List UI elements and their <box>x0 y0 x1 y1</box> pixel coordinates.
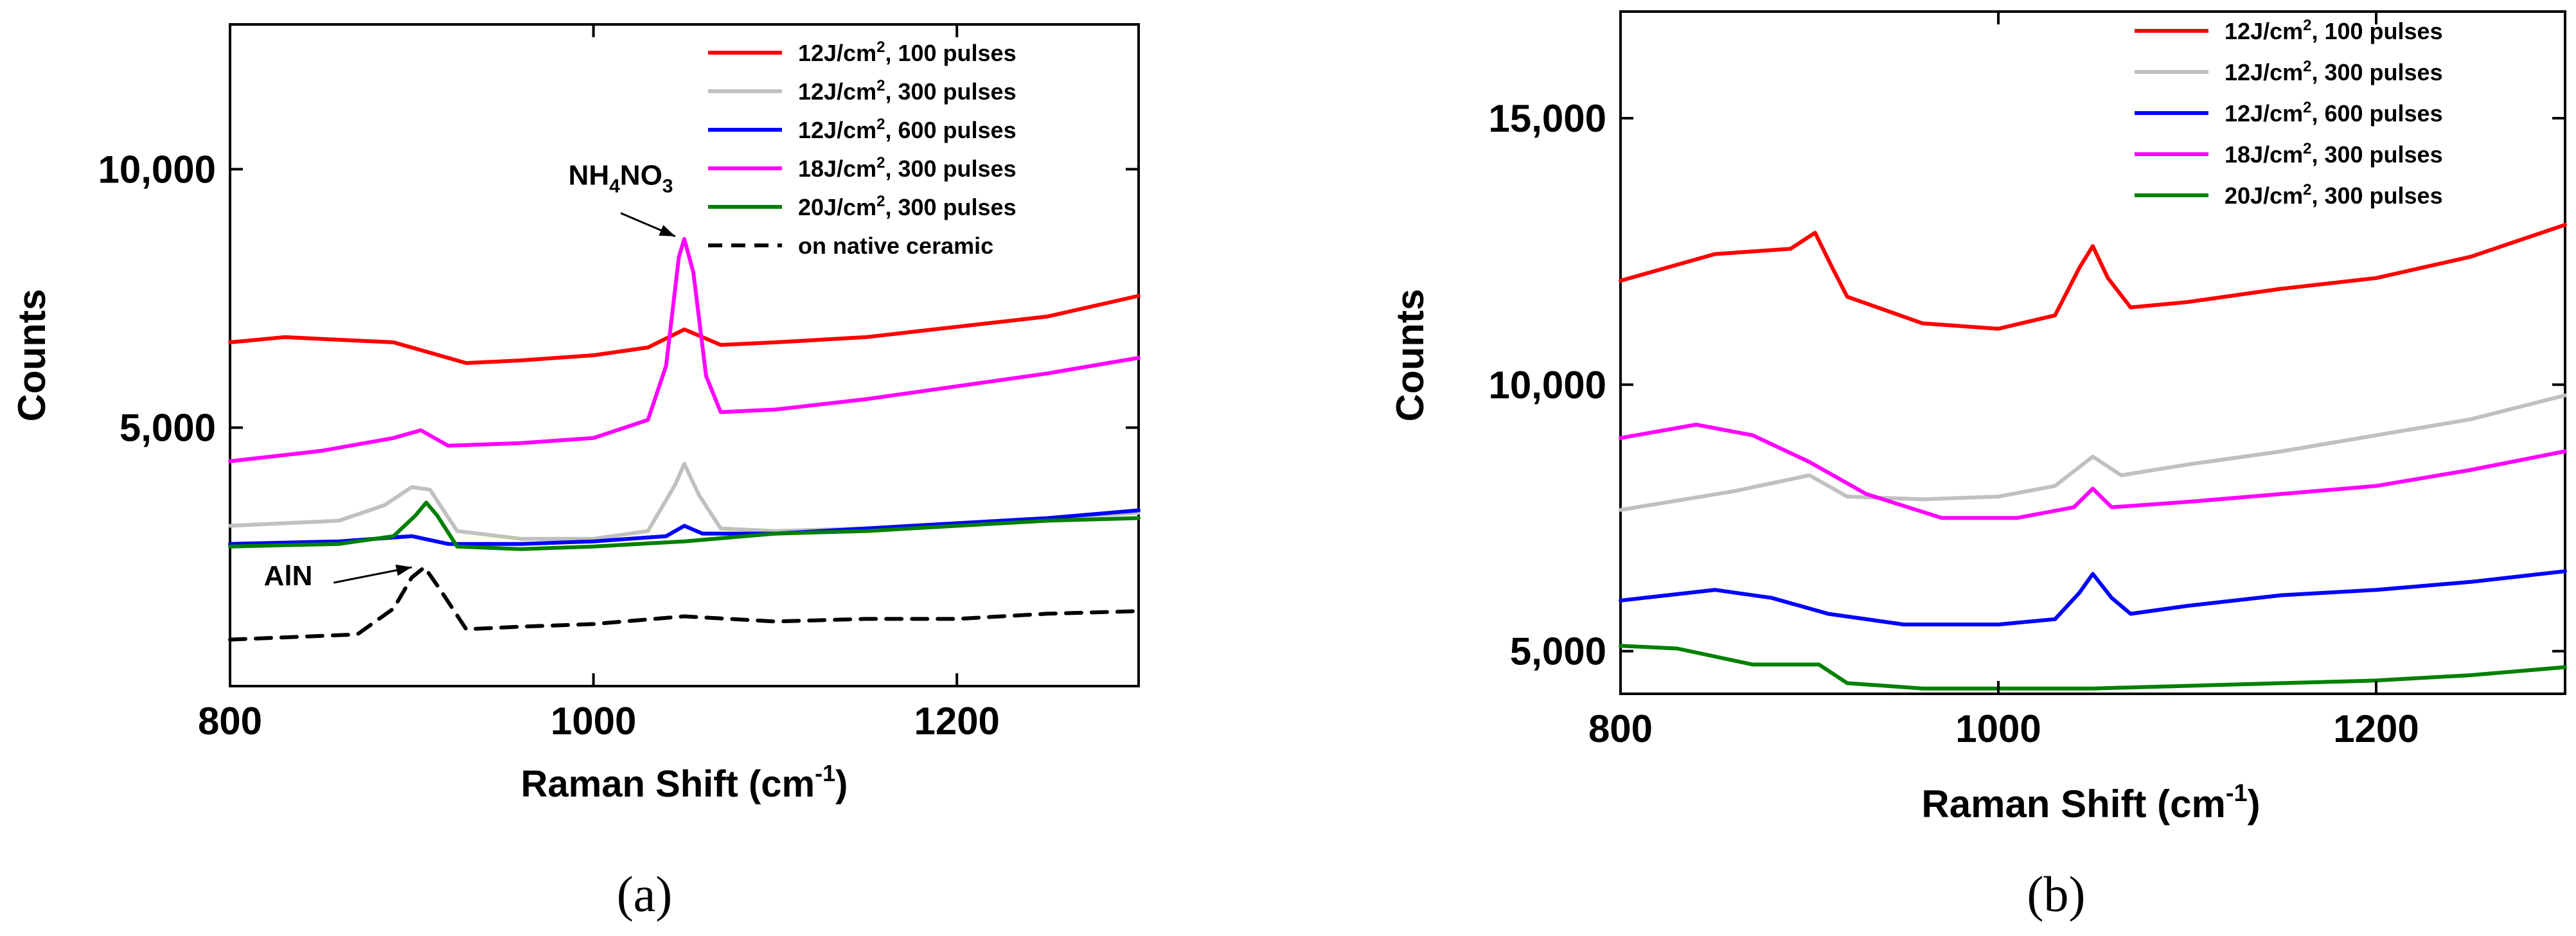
panel-a-x-tick-label: 1000 <box>551 700 636 743</box>
panel-a-legend-label-1: 12J/cm2, 100 pulses <box>798 39 1017 66</box>
panel-a-x-axis-title-sup: -1 <box>815 760 835 786</box>
panel-b-y-axis-title: Counts <box>1389 289 1432 422</box>
panel-a-y-tick-label: 5,000 <box>120 407 216 450</box>
panel-b-ticks-group: 800 1000 1200 5,000 10,000 15,000 <box>1488 12 2565 750</box>
panel-a-x-axis-title-end: ) <box>835 763 848 805</box>
panel-b-y-tick-label: 5,000 <box>1510 630 1606 673</box>
panel-b-y-tick-label: 10,000 <box>1488 364 1606 407</box>
panel-b-x-axis-title-sup: -1 <box>2226 780 2248 807</box>
panel-b-x-axis-title-end: ) <box>2248 782 2261 826</box>
panel-b-caption-label: (b) <box>2027 866 2086 922</box>
panel-b-legend: 12J/cm2, 100 pulses 12J/cm2, 300 pulses 12… <box>2135 17 2443 209</box>
panel-b-x-axis-title: Raman Shift (cm-1) <box>1921 780 2260 826</box>
panel-a-legend-label-4: 18J/cm2, 300 pulses <box>798 154 1017 182</box>
nh4no3-part-nh: NH <box>569 159 610 191</box>
nh4no3-annotation-label: NH4NO3 <box>569 159 673 197</box>
panel-b-plot-frame <box>1619 10 2566 695</box>
aln-annotation-label: AlN <box>264 560 313 592</box>
panel-b-legend-label-3: 12J/cm2, 600 pulses <box>2225 99 2443 127</box>
panel-a-caption-label: (a) <box>617 866 673 922</box>
panel-b-series-line-2 <box>1619 393 2567 512</box>
panel-b-x-tick-label: 1000 <box>1955 707 2041 750</box>
nh4no3-part-sub3: 3 <box>662 175 673 197</box>
panel-a-annotations-group: NH4NO3 AlN <box>264 159 676 592</box>
panel-a-legend-label-3: 12J/cm2, 600 pulses <box>798 116 1017 143</box>
panel-a-y-axis-title: Counts <box>10 289 53 422</box>
panel-b-series-group <box>1619 222 2567 691</box>
panel-b-legend-label-2: 12J/cm2, 300 pulses <box>2225 58 2443 85</box>
panel-a-legend: 12J/cm2, 100 pulses 12J/cm2, 300 pulses 12… <box>708 39 1017 259</box>
aln-annotation-arrowhead <box>395 564 412 576</box>
panel-a-series-line-4 <box>228 236 1141 463</box>
nh4no3-part-sub4: 4 <box>609 175 620 197</box>
panel-a-x-axis-title-main: Raman Shift (cm <box>521 763 815 805</box>
panel-b-series-line-3 <box>1619 569 2567 627</box>
panel-a-y-tick-label: 10,000 <box>98 148 216 191</box>
panel-a-x-tick-label: 1200 <box>914 700 999 743</box>
panel-a-series-line-3 <box>228 508 1141 546</box>
panel-a-ticks-group: 800 1000 1200 5,000 10,000 <box>98 24 1139 743</box>
panel-a-legend-label-2: 12J/cm2, 300 pulses <box>798 77 1017 105</box>
panel-a-x-axis-title: Raman Shift (cm-1) <box>521 760 848 805</box>
panel-a-series-line-1 <box>228 294 1141 366</box>
panel-b-legend-label-4: 18J/cm2, 300 pulses <box>2225 140 2443 168</box>
panel-b-series-line-5 <box>1619 644 2567 691</box>
panel-b-y-tick-label: 15,000 <box>1488 97 1606 140</box>
panel-b-series-line-4 <box>1619 423 2567 520</box>
panel-a-series-line-5 <box>228 500 1141 551</box>
panel-a-series-line-6 <box>228 565 1141 642</box>
panel-a-legend-label-6: on native ceramic <box>798 233 993 259</box>
panel-a-series-group <box>228 236 1141 642</box>
panel-b-x-axis-title-main: Raman Shift (cm <box>1921 782 2225 826</box>
nh4no3-annotation-arrowhead <box>659 225 675 236</box>
panel-a-plot-frame <box>229 23 1140 687</box>
nh4no3-part-no: NO <box>620 159 662 191</box>
panel-b-chart: 800 1000 1200 5,000 10,000 15,000 12J/cm2, 10… <box>1389 10 2567 922</box>
panel-b-x-tick-label: 800 <box>1588 707 1653 750</box>
panel-a-legend-label-5: 20J/cm2, 300 pulses <box>798 193 1017 220</box>
panel-b-legend-label-5: 20J/cm2, 300 pulses <box>2225 181 2443 209</box>
panel-b-legend-label-1: 12J/cm2, 100 pulses <box>2225 17 2443 44</box>
panel-a-x-tick-label: 800 <box>198 700 262 743</box>
panel-b-x-tick-label: 1200 <box>2333 707 2419 750</box>
panel-b-series-line-1 <box>1619 222 2567 331</box>
panel-a-chart: 800 1000 1200 5,000 10,000 NH4NO3 AlN 12J/cm… <box>10 23 1141 922</box>
